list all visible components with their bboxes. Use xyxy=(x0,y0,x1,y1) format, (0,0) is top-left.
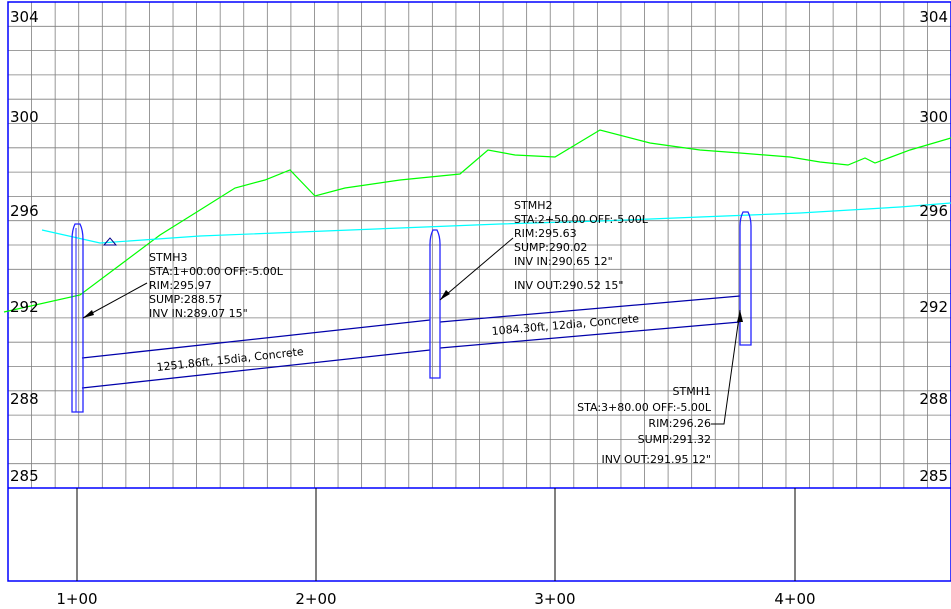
station-label: 4+00 xyxy=(774,590,815,608)
stmh3-sump: SUMP:288.57 xyxy=(149,293,222,306)
stmh2-inv-in: INV IN:290.65 12" xyxy=(514,255,613,268)
stmh2-name: STMH2 xyxy=(514,199,552,212)
manhole-stmh2 xyxy=(429,229,441,379)
stmh1-annotation: STMH1 STA:3+80.00 OFF:-5.00L RIM:296.26 … xyxy=(577,385,712,466)
profile-grid xyxy=(8,2,951,488)
stmh1-leader-arrow-icon xyxy=(737,310,743,322)
pipe-1-invert xyxy=(81,349,431,389)
stmh1-rim: RIM:296.26 xyxy=(648,417,711,430)
elev-label-right: 304 xyxy=(919,8,948,26)
elev-label-right: 285 xyxy=(919,467,948,485)
stmh2-annotation: STMH2 STA:2+50.00 OFF:-5.00L RIM:295.63 … xyxy=(514,199,649,292)
hydraulic-grade-line xyxy=(41,202,951,244)
elev-label-left: 296 xyxy=(10,202,39,220)
stmh3-station: STA:1+00.00 OFF:-5.00L xyxy=(149,265,284,278)
elev-label-left: 288 xyxy=(10,390,39,408)
elev-label-left: 300 xyxy=(10,108,39,126)
manhole-stmh3 xyxy=(71,223,84,413)
elev-label-right: 300 xyxy=(919,108,948,126)
ground-profile-line xyxy=(3,129,951,313)
elev-label-right: 288 xyxy=(919,390,948,408)
station-label: 3+00 xyxy=(534,590,575,608)
stmh2-station: STA:2+50.00 OFF:-5.00L xyxy=(514,213,649,226)
stmh3-leader-arrow-icon xyxy=(83,310,94,318)
stmh3-name: STMH3 xyxy=(149,251,187,264)
elev-label-left: 304 xyxy=(10,8,39,26)
stmh3-rim: RIM:295.97 xyxy=(149,279,212,292)
stmh3-annotation: STMH3 STA:1+00.00 OFF:-5.00L RIM:295.97 … xyxy=(149,251,284,320)
stmh1-name: STMH1 xyxy=(673,385,711,398)
pipe-2-crown xyxy=(439,295,741,323)
stmh1-station: STA:3+80.00 OFF:-5.00L xyxy=(577,401,712,414)
elev-label-left: 292 xyxy=(10,298,39,316)
pipe-1-label: 1251.86ft, 15dia, Concrete xyxy=(156,345,305,374)
station-label: 1+00 xyxy=(56,590,97,608)
stmh2-sump: SUMP:290.02 xyxy=(514,241,587,254)
station-label: 2+00 xyxy=(295,590,336,608)
elev-label-right: 296 xyxy=(919,202,948,220)
manhole-stmh1 xyxy=(739,211,752,346)
stmh2-leader-arrow-icon xyxy=(440,290,450,300)
stmh1-sump: SUMP:291.32 xyxy=(638,433,711,446)
elev-label-left: 285 xyxy=(10,467,39,485)
stmh2-leader xyxy=(439,237,514,301)
stmh2-rim: RIM:295.63 xyxy=(514,227,577,240)
pipe-2-invert xyxy=(439,321,741,349)
stmh1-inv-out: INV OUT:291.95 12" xyxy=(602,453,711,466)
stmh1-leader xyxy=(711,309,741,425)
elev-label-right: 292 xyxy=(919,298,948,316)
hgl-triangle-icon xyxy=(102,237,118,246)
profile-border xyxy=(7,1,951,582)
stmh3-inv-in: INV IN:289.07 15" xyxy=(149,307,248,320)
stmh3-leader xyxy=(82,282,148,319)
stmh2-inv-out: INV OUT:290.52 15" xyxy=(514,279,623,292)
pipe-1-crown xyxy=(81,319,431,359)
